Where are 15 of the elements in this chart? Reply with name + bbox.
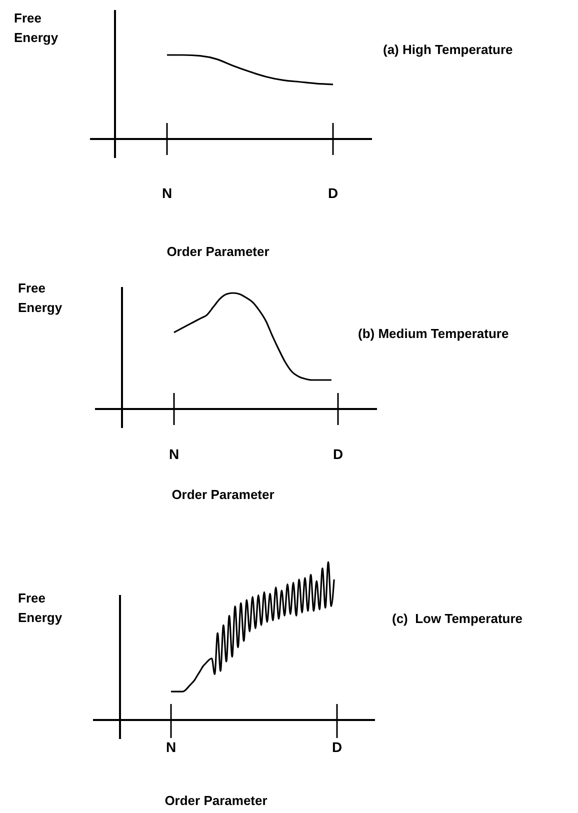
text: (a) High Temperature [383,42,513,57]
x-tick-label: D [332,738,342,755]
x-tick-label: N [162,184,172,201]
x-axis-title: Order Parameter [164,793,268,808]
x-axis-title: Order Parameter [172,487,274,502]
y-axis-title: Free Energy [18,280,63,316]
x-tick-label: D [328,184,338,201]
y-axis-title: Free Energy [14,10,59,46]
x-tick-label: N [168,446,180,462]
text: (c) Low Temperature [392,611,523,626]
annotation: (b) Medium Temperature [358,326,509,341]
y-axis-title: Free Energy [18,590,63,626]
x-tick-label: D [332,446,344,462]
x-axis-title: Order Parameter [166,244,270,259]
x-tick-label: N [166,738,176,755]
